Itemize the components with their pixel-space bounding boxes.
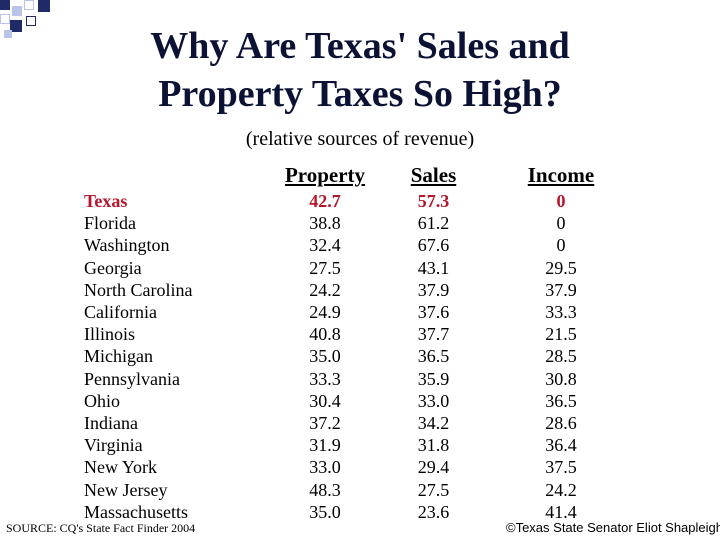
state-name: Indiana	[84, 413, 138, 434]
table-row: Virginia 31.9 31.8 36.4	[84, 434, 636, 456]
income-value: 0	[556, 191, 566, 211]
sales-value: 34.2	[417, 413, 450, 434]
income-value: 36.4	[545, 435, 577, 456]
decor-square	[26, 16, 36, 26]
sales-value: 33.0	[417, 390, 450, 411]
table-row: Ohio 30.4 33.0 36.5	[84, 390, 636, 412]
income-value: 28.6	[545, 413, 577, 434]
income-value: 29.5	[545, 257, 577, 278]
sales-value: 37.6	[417, 302, 450, 323]
income-value: 37.5	[545, 457, 577, 478]
sales-value: 35.9	[417, 368, 450, 389]
property-value: 30.4	[309, 390, 341, 411]
decor-square	[38, 0, 50, 12]
header-state	[84, 162, 269, 190]
slide-title-line1: Why Are Texas' Sales and	[150, 25, 570, 67]
header-income: Income	[527, 163, 595, 187]
property-value: 48.3	[309, 479, 341, 500]
slide-title: Why Are Texas' Sales and Property Taxes …	[60, 22, 660, 118]
state-name: New Jersey	[84, 479, 168, 500]
decor-square	[0, 0, 10, 10]
income-value: 30.8	[545, 368, 577, 389]
header-sales: Sales	[410, 163, 457, 187]
decor-square	[0, 14, 10, 24]
income-value: 33.3	[545, 302, 577, 323]
table-row: Michigan 35.0 36.5 28.5	[84, 345, 636, 367]
state-name: Illinois	[84, 324, 136, 345]
table-row: Massachusetts 35.0 23.6 41.4	[84, 501, 636, 523]
state-name: Texas	[84, 191, 128, 211]
property-value: 33.3	[309, 368, 341, 389]
property-value: 40.8	[309, 324, 341, 345]
table-row: Illinois 40.8 37.7 21.5	[84, 323, 636, 345]
decor-square	[10, 20, 22, 32]
state-name: Ohio	[84, 390, 120, 411]
income-value: 0	[556, 235, 566, 256]
sales-value: 61.2	[417, 213, 450, 234]
income-value: 0	[556, 213, 566, 234]
state-name: New York	[84, 457, 158, 478]
sales-value: 57.3	[417, 191, 450, 211]
property-value: 37.2	[309, 413, 341, 434]
state-name: Michigan	[84, 346, 153, 367]
property-value: 32.4	[309, 235, 341, 256]
state-name: Florida	[84, 213, 136, 234]
state-name: California	[84, 302, 157, 323]
table-row: New Jersey 48.3 27.5 24.2	[84, 479, 636, 501]
income-value: 41.4	[545, 501, 577, 522]
sales-value: 67.6	[417, 235, 450, 256]
slide-subtitle: (relative sources of revenue)	[245, 128, 475, 150]
sales-value: 27.5	[417, 479, 450, 500]
table-row: California 24.9 37.6 33.3	[84, 301, 636, 323]
income-value: 21.5	[545, 324, 577, 345]
decor-square	[4, 30, 12, 38]
sales-value: 43.1	[417, 257, 450, 278]
table-row: North Carolina 24.2 37.9 37.9	[84, 279, 636, 301]
state-name: Massachusetts	[84, 501, 188, 522]
state-name: Washington	[84, 235, 170, 256]
property-value: 35.0	[309, 501, 341, 522]
decor-square	[12, 6, 22, 16]
property-value: 33.0	[309, 457, 341, 478]
source-note: SOURCE: CQ's State Fact Finder 2004	[6, 521, 196, 535]
state-name: Virginia	[84, 435, 143, 456]
sales-value: 37.9	[417, 279, 450, 300]
property-value: 42.7	[309, 191, 341, 211]
table-row-texas: Texas 42.7 57.3 0	[84, 190, 636, 212]
table-row: Pennsylvania 33.3 35.9 30.8	[84, 368, 636, 390]
state-name: Georgia	[84, 257, 142, 278]
credit-note: ©Texas State Senator Eliot Shapleigh	[506, 520, 720, 535]
property-value: 38.8	[309, 213, 341, 234]
state-name: North Carolina	[84, 279, 193, 300]
slide-title-line2: Property Taxes So High?	[158, 73, 562, 115]
property-value: 24.2	[309, 279, 341, 300]
table-header-row: Property Sales Income	[84, 162, 636, 190]
revenue-table: Property Sales Income Texas 42.7 57.3 0 …	[84, 162, 636, 523]
sales-value: 23.6	[417, 501, 450, 522]
table-row: Georgia 27.5 43.1 29.5	[84, 257, 636, 279]
table-row: Indiana 37.2 34.2 28.6	[84, 412, 636, 434]
decor-square	[24, 0, 34, 10]
corner-decoration	[0, 0, 60, 40]
property-value: 35.0	[309, 346, 341, 367]
property-value: 24.9	[309, 302, 341, 323]
table-row: New York 33.0 29.4 37.5	[84, 456, 636, 478]
property-value: 31.9	[309, 435, 341, 456]
table-row: Washington 32.4 67.6 0	[84, 234, 636, 256]
income-value: 36.5	[545, 390, 577, 411]
income-value: 28.5	[545, 346, 577, 367]
income-value: 24.2	[545, 479, 577, 500]
sales-value: 29.4	[417, 457, 450, 478]
income-value: 37.9	[545, 279, 577, 300]
table-row: Florida 38.8 61.2 0	[84, 212, 636, 234]
property-value: 27.5	[309, 257, 341, 278]
state-name: Pennsylvania	[84, 368, 180, 389]
sales-value: 37.7	[417, 324, 450, 345]
sales-value: 31.8	[417, 435, 450, 456]
sales-value: 36.5	[417, 346, 450, 367]
header-property: Property	[284, 163, 366, 187]
